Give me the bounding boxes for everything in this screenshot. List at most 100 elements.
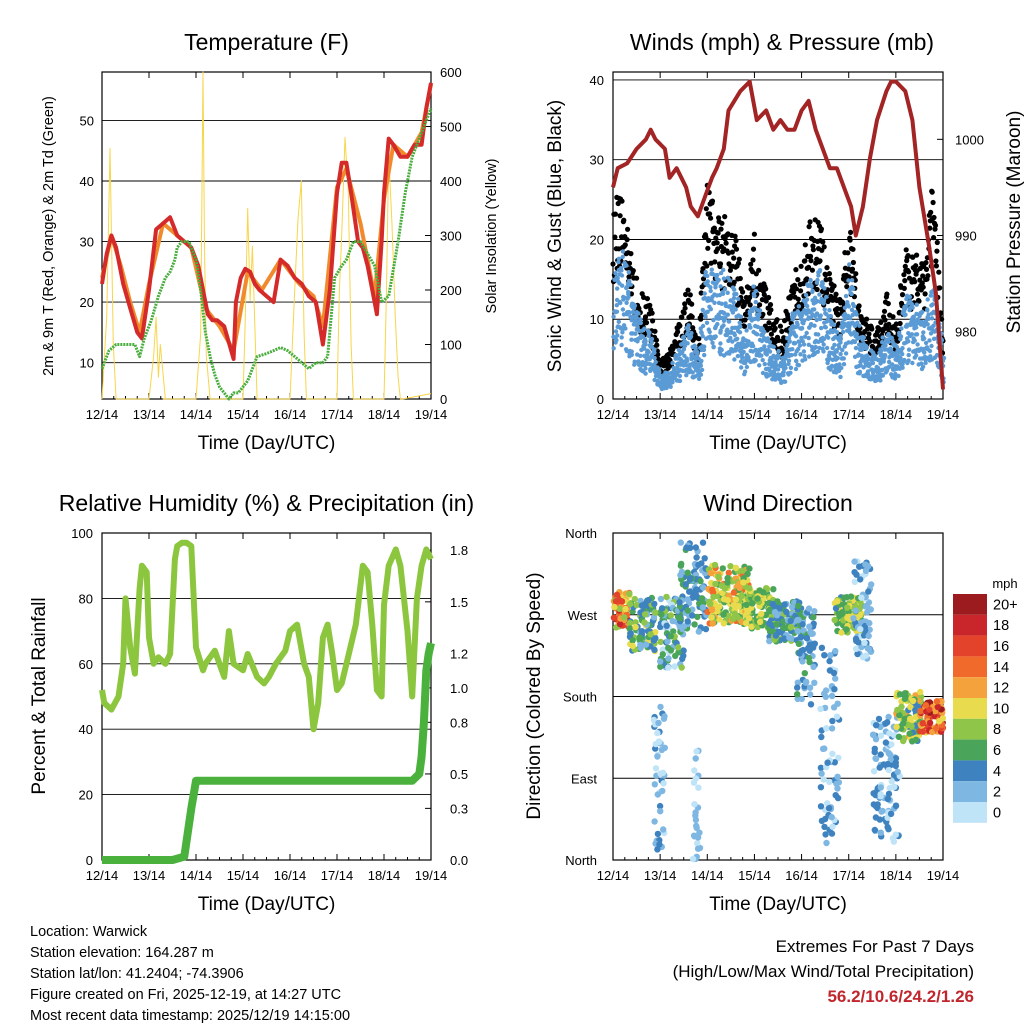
direction-point [696,829,703,836]
gust-point [649,310,655,316]
direction-point [746,585,753,592]
direction-point [875,715,883,723]
x-tick-label: 15/14 [738,868,771,883]
gust-point [806,224,812,230]
wind-point [720,291,726,296]
wind-point [912,338,917,343]
direction-point [884,760,891,768]
wind-point [812,323,817,328]
wind-point [693,346,698,351]
gust-point [715,230,721,236]
wind-point [620,249,626,254]
wind-point [838,374,843,380]
colorbar-swatch [953,718,987,740]
direction-point [922,702,930,709]
colorbar-label: 8 [993,722,1001,738]
chart-title: Wind Direction [703,490,853,516]
gust-point [928,209,934,215]
wind-point [679,350,684,356]
wind-point [657,369,662,374]
wind-point [803,357,808,362]
gust-point [818,226,825,232]
direction-point [647,631,654,638]
direction-point [919,728,927,735]
gust-point [821,244,827,250]
direction-point [671,663,678,670]
y-right-tick-label: 1.5 [450,595,468,610]
gust-point [621,217,627,223]
direction-point [695,784,702,791]
direction-point [827,652,834,659]
x-tick-label: 15/14 [227,868,260,883]
wind-point [776,367,781,372]
wind-point [614,338,619,343]
wind-point [816,339,821,344]
wind-point [689,330,694,336]
direction-point [912,706,919,714]
direction-point [851,569,858,576]
direction-point [871,826,878,834]
direction-point [711,561,719,569]
wind-point [929,316,935,321]
gust-point [705,245,711,251]
direction-point [641,619,648,626]
wind-point [816,273,821,278]
wind-point [618,266,624,271]
gust-point [747,294,753,301]
direction-point [934,703,941,711]
wind-point [799,335,804,341]
direction-point [919,720,926,727]
wind-point [925,307,930,312]
gust-point [850,259,857,266]
gust-point [893,321,899,327]
direction-point [657,808,664,815]
direction-point [691,621,698,628]
wind-point [906,347,912,352]
direction-point [665,655,672,662]
direction-point [862,603,870,610]
y-axis-title: Sonic Wind & Gust (Blue, Black) [545,100,566,372]
gust-point [650,318,656,324]
gust-point [704,263,710,269]
gust-point [687,292,693,298]
direction-point [692,544,699,551]
direction-point [679,655,686,662]
wind-point [802,353,807,359]
wind-point [928,293,933,298]
x-tick-label: 17/14 [832,407,865,422]
x-tick-label: 13/14 [133,868,166,883]
direction-point [810,663,817,670]
wind-point [841,356,846,361]
gust-point [742,317,748,323]
y-tick-label: 100 [71,526,93,541]
direction-point [901,695,909,703]
gust-point [729,249,735,255]
wind-point [643,371,648,376]
wind-point [854,331,859,337]
gust-point [634,275,640,281]
direction-point [725,612,732,619]
wind-point [921,336,927,341]
station-elevation: Station elevation: 164.287 m [30,945,214,961]
wind-point [840,347,845,353]
direction-point [699,604,707,611]
wind-point [757,308,763,313]
wind-point [832,342,837,348]
direction-point [852,607,859,614]
direction-point [758,610,765,618]
direction-point [664,638,671,645]
x-tick-label: 14/14 [691,868,724,883]
gust-point [785,316,792,322]
gust-point [736,256,742,262]
gust-point [825,298,832,304]
gust-point [852,277,858,283]
extremes-subtitle: (High/Low/Max Wind/Total Precipitation) [672,962,974,981]
wind-point [907,294,913,300]
direction-point [684,569,691,576]
wind-point [677,378,683,384]
direction-point [686,588,693,595]
x-tick-label: 18/14 [880,407,913,422]
colorbar-swatch [953,635,987,657]
wind-point [812,295,818,300]
direction-point [627,600,634,608]
